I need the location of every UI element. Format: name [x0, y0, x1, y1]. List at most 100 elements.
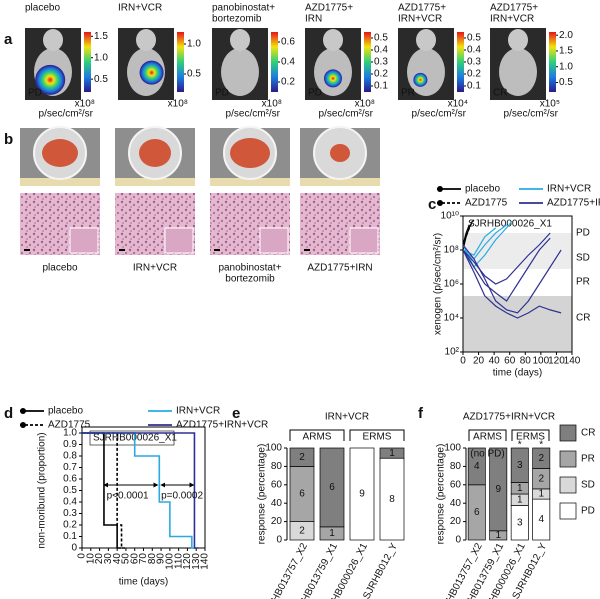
group-bracket — [468, 429, 507, 441]
y-tick-label: 100 — [265, 443, 282, 454]
zone-label: PD — [576, 228, 590, 239]
x-tick-label: 80 — [147, 553, 158, 565]
bar-segment — [379, 447, 405, 459]
colorbar-tick-label: 0.3 — [374, 57, 388, 68]
treatment-label: IRN+VCR — [133, 263, 177, 274]
count-label: 1 — [517, 483, 523, 494]
group-bracket — [511, 429, 550, 441]
mouse-head — [323, 29, 343, 51]
x-tick-label: 140 — [200, 553, 211, 570]
count-label: 4 — [538, 514, 544, 525]
chart-title: IRN+VCR — [325, 412, 369, 423]
x-tick-label: 20 — [473, 356, 485, 367]
y-axis-label: xenogen (p/sec/cm²/sr) — [433, 233, 444, 335]
count-label: 2 — [299, 452, 305, 463]
colorbar-tick-label: 1.5 — [94, 31, 108, 42]
signal — [139, 60, 164, 85]
legend-label: AZD1775 — [48, 420, 91, 431]
legend-label: CR — [581, 428, 595, 439]
group-label-bg — [514, 431, 547, 442]
mouse-label: IRN+VCR — [118, 3, 162, 14]
legend-label: IRN+VCR — [176, 406, 220, 417]
xenogen-line — [463, 249, 562, 319]
mouse-label: AZD1775+ — [490, 3, 538, 14]
response: CR — [493, 88, 507, 99]
xenogen-line — [463, 219, 475, 246]
bar-segment — [532, 447, 551, 469]
treatment-label: bortezomib — [225, 274, 275, 285]
scale: x10⁸ — [355, 99, 375, 110]
mouse-body — [499, 48, 537, 96]
x-tick-label: 110 — [173, 553, 184, 569]
p-value: p<0.0001 — [107, 491, 149, 502]
count-label: 9 — [495, 484, 501, 495]
colorbar — [364, 32, 371, 92]
bar-segment — [510, 447, 529, 483]
colorbar-tick-label: 0.4 — [374, 45, 388, 56]
xenogen-line — [463, 232, 551, 285]
x-tick-label: 0 — [77, 553, 88, 559]
panel-letter: f — [418, 405, 424, 422]
zone-label: CR — [576, 313, 590, 324]
x-tick-label: 20 — [94, 553, 105, 565]
xenogen-line — [463, 224, 507, 260]
colorbar-tick-label: 1.0 — [187, 39, 201, 50]
panel-letter: d — [4, 405, 13, 422]
y-tick-label: 40 — [450, 498, 462, 509]
colorbar-tick-label: 0.5 — [374, 33, 388, 44]
group-label: ARMS — [303, 432, 332, 443]
survival-curve — [82, 432, 196, 549]
mouse-body — [221, 48, 259, 96]
legend-label: placebo — [465, 184, 500, 195]
unit: p/sec/cm²/sr — [39, 109, 94, 120]
legend-dot — [20, 422, 26, 428]
zone-label: SD — [576, 253, 590, 264]
histology-inset — [164, 227, 194, 254]
bar-segment — [489, 447, 508, 532]
y-tick-label: 0.6 — [63, 474, 77, 485]
xenogen-line — [463, 237, 551, 302]
response: PD — [28, 88, 42, 99]
ruler — [20, 178, 100, 186]
x-tick-label: 30 — [103, 553, 114, 565]
y-tick-label: 10² — [445, 347, 460, 358]
x-tick-label: 120 — [182, 553, 193, 570]
y-tick-label: 0 — [71, 543, 77, 554]
x-tick-label: 60 — [504, 356, 516, 367]
y-tick-label: 20 — [450, 516, 462, 527]
x-tick-label: 80 — [520, 356, 532, 367]
survival-curve — [82, 432, 199, 549]
colorbar-tick-label: 0.5 — [559, 77, 573, 88]
legend-swatch — [559, 450, 577, 468]
group-bracket — [349, 429, 405, 441]
bar-segment — [467, 447, 486, 486]
x-tick-label: 10 — [85, 553, 96, 565]
colorbar — [457, 32, 464, 92]
legend-label: IRN+VCR — [547, 184, 591, 195]
x-tick-label: 40 — [112, 553, 123, 565]
histology-inset — [259, 227, 289, 254]
tumor — [230, 138, 270, 168]
scale: x10⁸ — [168, 99, 188, 110]
scale: x10⁵ — [540, 99, 560, 110]
colorbar-tick-label: 0.1 — [467, 81, 481, 92]
legend-swatch — [559, 424, 577, 442]
count-label: 9 — [359, 489, 365, 500]
mouse-label: IRN+VCR — [398, 14, 442, 25]
colorbar-tick-label: 1.0 — [559, 61, 573, 72]
mouse-label: AZD1775+ — [398, 3, 446, 14]
bar-segment — [289, 447, 315, 467]
colorbar-tick-label: 2.0 — [559, 30, 573, 41]
x-tick-label: 60 — [129, 553, 140, 565]
category-label: SJRHB013757_X2 — [261, 541, 310, 599]
y-tick-label: 0.5 — [63, 485, 77, 496]
group-label-bg — [471, 431, 504, 442]
colorbar — [271, 32, 278, 92]
count-label: 1 — [517, 494, 523, 505]
annotation: * — [539, 440, 543, 451]
legend-label: AZD1775+IRN+VCR — [176, 420, 268, 431]
response: PD — [308, 88, 322, 99]
legend-label: SD — [581, 480, 595, 491]
scale: x10⁸ — [262, 99, 282, 110]
